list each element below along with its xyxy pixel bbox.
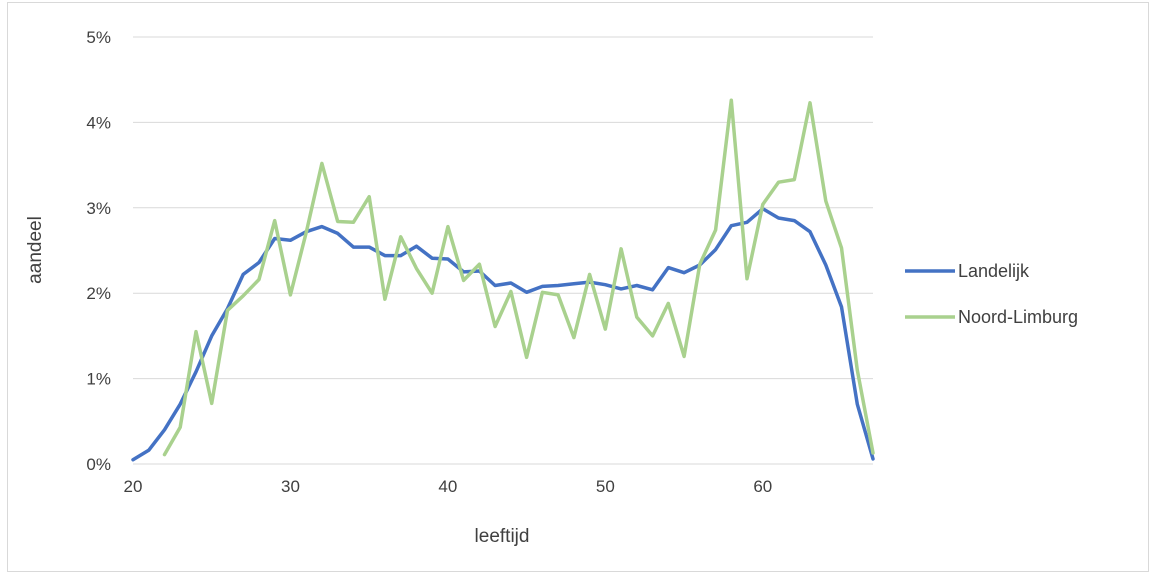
x-tick-label: 50 xyxy=(596,477,615,496)
y-tick-label: 2% xyxy=(86,284,111,303)
x-tick-label: 60 xyxy=(753,477,772,496)
legend: Landelijk Noord-Limburg xyxy=(905,261,1078,327)
x-tick-label: 30 xyxy=(281,477,300,496)
x-tick-label: 20 xyxy=(124,477,143,496)
y-tick-label: 4% xyxy=(86,113,111,132)
series-lines xyxy=(131,98,875,462)
series-line-landelijk xyxy=(131,206,875,462)
y-tick-label: 3% xyxy=(86,199,111,218)
y-axis-title: aandeel xyxy=(25,216,46,284)
chart-frame xyxy=(7,2,1149,572)
x-tick-label: 40 xyxy=(438,477,457,496)
legend-label: Landelijk xyxy=(958,261,1030,281)
series-line-noord-limburg xyxy=(162,98,875,457)
gridlines xyxy=(133,36,873,380)
y-tick-label: 5% xyxy=(86,28,111,47)
x-axis-ticks: 20 30 40 50 60 xyxy=(124,477,773,496)
y-axis-ticks: 0% 1% 2% 3% 4% 5% xyxy=(86,28,111,474)
y-tick-label: 0% xyxy=(86,455,111,474)
legend-label: Noord-Limburg xyxy=(958,307,1078,327)
y-tick-label: 1% xyxy=(86,370,111,389)
x-axis-title: leeftijd xyxy=(475,526,530,547)
